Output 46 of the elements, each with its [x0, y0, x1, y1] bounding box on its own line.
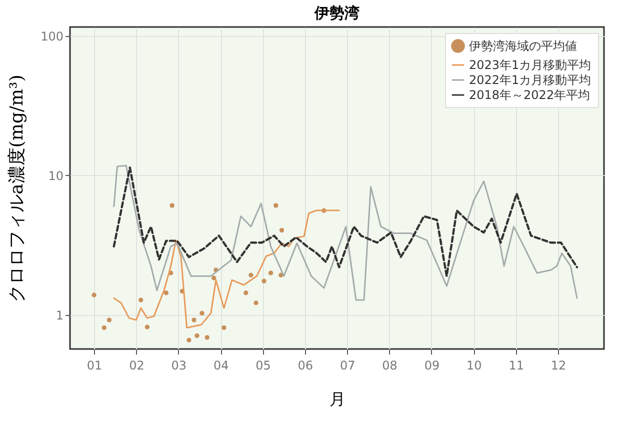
point — [144, 324, 150, 330]
legend-label: 2023年1カ月移動平均 — [469, 58, 592, 72]
x-tick-label: 09 — [424, 358, 440, 372]
x-tick-label: 08 — [382, 358, 398, 372]
x-tick-label: 07 — [340, 358, 356, 372]
point — [268, 270, 274, 276]
point — [170, 203, 174, 208]
x-tick-label: 03 — [171, 358, 187, 372]
y-tick-label: 1 — [56, 308, 64, 322]
x-tick-label: 02 — [129, 358, 144, 372]
point — [192, 318, 196, 322]
point — [106, 318, 112, 322]
point — [262, 278, 266, 284]
point — [102, 325, 107, 330]
line-series — [112, 166, 578, 278]
x-tick-label: 11 — [508, 358, 524, 372]
x-tick-label: 06 — [298, 358, 314, 372]
point — [248, 272, 254, 278]
point — [273, 203, 278, 208]
legend-label: 2018年～2022年平均 — [469, 88, 590, 102]
point — [138, 298, 144, 302]
line-series — [113, 210, 340, 328]
point — [200, 310, 204, 316]
point — [244, 290, 248, 296]
point — [254, 300, 258, 306]
point — [164, 290, 169, 296]
x-tick-label: 04 — [213, 358, 229, 372]
point — [279, 228, 284, 233]
point — [92, 292, 96, 298]
point — [222, 325, 226, 330]
chart-title: 伊勢湾 — [314, 4, 360, 22]
y-axis-title: クロロフィルa濃度(mg/m³) — [6, 74, 28, 302]
x-tick-label: 01 — [86, 358, 102, 372]
legend-label: 2022年1カ月移動平均 — [469, 73, 592, 87]
legend-label: 伊勢湾海域の平均値 — [469, 39, 577, 53]
point — [186, 338, 192, 342]
point — [204, 335, 210, 340]
y-tick-label: 100 — [40, 29, 64, 44]
x-tick-label: 05 — [256, 358, 271, 372]
point — [194, 333, 200, 338]
point — [211, 276, 216, 280]
x-tick-label: 10 — [466, 358, 482, 372]
y-tick-label: 10 — [48, 168, 64, 183]
x-axis-title: 月 — [330, 390, 346, 408]
x-tick-label: 12 — [550, 358, 566, 372]
line-series — [113, 164, 578, 301]
